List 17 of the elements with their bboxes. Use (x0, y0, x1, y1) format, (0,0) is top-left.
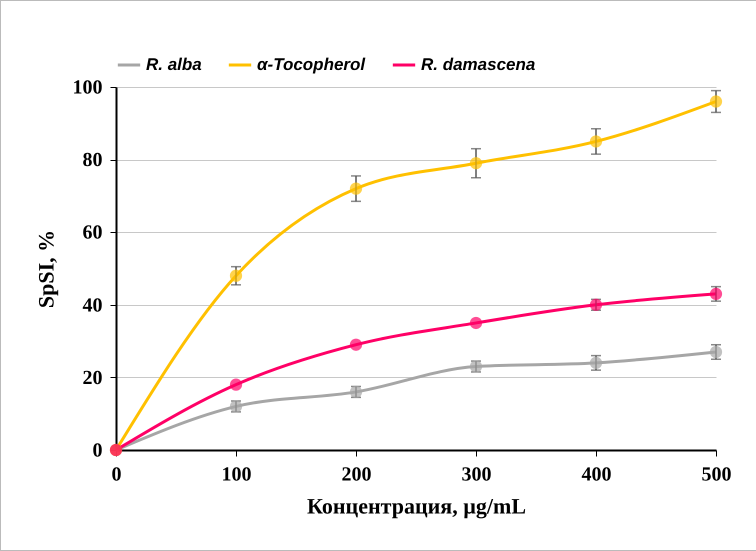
y-tick-label: 100 (72, 76, 102, 98)
x-axis-title: Концентрация, µg/mL (306, 494, 526, 518)
y-tick-label: 60 (82, 222, 102, 244)
x-tick-label: 400 (582, 464, 612, 486)
x-tick-label: 100 (222, 464, 252, 486)
legend-label: R. alba (146, 55, 202, 74)
x-tick-label: 500 (702, 464, 732, 486)
y-tick-label: 0 (92, 440, 102, 462)
y-axis-title: SpSI, % (34, 230, 58, 308)
x-tick-label: 0 (112, 464, 122, 486)
y-tick-label: 40 (82, 294, 102, 316)
legend-label: α-Tocopherol (257, 55, 366, 74)
x-tick-label: 200 (342, 464, 372, 486)
y-tick-label: 20 (82, 366, 102, 389)
y-tick-label: 80 (82, 149, 102, 172)
legend-label: R. damascena (421, 55, 536, 74)
x-tick-label: 300 (462, 464, 492, 486)
